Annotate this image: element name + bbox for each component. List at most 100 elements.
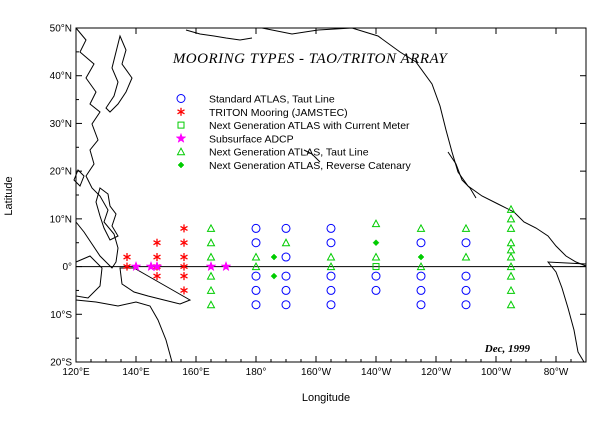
x-axis-title: Longitude [302, 392, 350, 404]
atlas-mooring-marker [416, 271, 426, 281]
legend-label: Standard ATLAS, Taut Line [209, 94, 335, 106]
nx-taut-mooring-marker [506, 285, 516, 294]
x-tick-label: 100°W [481, 367, 512, 378]
new-guinea-coastline [119, 267, 192, 305]
x-tick-label: 180° [246, 367, 267, 378]
y-tick-label: 0° [62, 262, 72, 273]
atlas-mooring-marker [251, 300, 261, 310]
triton-mooring-marker [180, 253, 188, 262]
nx-taut-mooring-marker [251, 252, 261, 261]
mooring-markers [123, 204, 516, 310]
date-stamp: Dec, 1999 [484, 343, 531, 355]
y-tick-label: 20°S [50, 358, 72, 369]
legend-triton-symbol [177, 107, 185, 116]
nx-taut-mooring-marker [206, 300, 216, 309]
nx-taut-mooring-marker [206, 285, 216, 294]
map-border [75, 27, 587, 363]
nx-taut-mooring-marker [506, 252, 516, 261]
australia-coastline [75, 299, 173, 363]
y-tick-label: 40°N [50, 71, 72, 82]
nx-taut-mooring-marker [506, 245, 516, 254]
atlas-mooring-marker [416, 285, 426, 295]
nx-taut-mooring-marker [506, 262, 516, 271]
x-tick-label: 120°W [421, 367, 452, 378]
triton-mooring-marker [180, 224, 188, 233]
triton-mooring-marker [180, 286, 188, 295]
legend-label: Next Generation ATLAS with Current Meter [209, 120, 410, 132]
triton-mooring-marker [153, 238, 161, 247]
plot-frame [75, 27, 587, 363]
x-tick-label: 140°E [122, 367, 150, 378]
triton-mooring-marker [180, 262, 188, 271]
triton-mooring-marker [153, 253, 161, 262]
south-america-coastline [546, 261, 587, 363]
adcp-mooring-marker [205, 260, 217, 272]
nx-reverse-mooring-marker [270, 272, 278, 280]
nx-taut-mooring-marker [461, 252, 471, 261]
atlas-mooring-marker [251, 285, 261, 295]
hawaii-islands [303, 149, 321, 163]
y-axis-title: Latitude [3, 176, 15, 215]
triton-mooring-marker [123, 262, 131, 271]
nx-taut-mooring-marker [461, 223, 471, 232]
atlas-mooring-marker [416, 300, 426, 310]
nx-taut-mooring-marker [206, 223, 216, 232]
atlas-mooring-marker [281, 300, 291, 310]
nx-taut-mooring-marker [326, 252, 336, 261]
axis-ticks: 120°E 140°E 160°E 180° 160°W 140°W 120°W 100°W 8… [50, 24, 587, 378]
nx-taut-mooring-marker [506, 204, 516, 213]
atlas-mooring-marker [416, 238, 426, 248]
triton-mooring-marker [180, 272, 188, 281]
legend-label: Next Generation ATLAS, Reverse Catenary [209, 160, 411, 172]
atlas-mooring-marker [251, 223, 261, 233]
legend-nx-current-symbol [177, 121, 185, 129]
legend-label: Next Generation ATLAS, Taut Line [209, 147, 369, 159]
x-tick-label: 120°E [62, 367, 90, 378]
nx-taut-mooring-marker [416, 262, 426, 271]
legend-label: Subsurface ADCP [209, 133, 294, 145]
nx-taut-mooring-marker [206, 271, 216, 280]
legend-atlas-symbol [176, 94, 186, 103]
atlas-mooring-marker [281, 223, 291, 233]
x-tick-label: 140°W [361, 367, 392, 378]
atlas-mooring-marker [326, 238, 336, 248]
atlas-mooring-marker [461, 238, 471, 248]
nx-taut-mooring-marker [326, 262, 336, 271]
nx-current-mooring-marker [372, 263, 380, 271]
borneo-coastline [75, 255, 103, 299]
atlas-mooring-marker [326, 300, 336, 310]
coastlines [73, 27, 587, 363]
atlas-mooring-marker [371, 271, 381, 281]
legend-adcp-symbol [175, 132, 187, 144]
legend-label: TRITON Mooring (JAMSTEC) [209, 107, 348, 119]
aleutian-islands [185, 29, 253, 41]
nx-reverse-mooring-marker [372, 239, 380, 247]
nx-taut-mooring-marker [371, 219, 381, 228]
x-tick-label: 80°W [544, 367, 569, 378]
philippines-coastline [95, 187, 119, 241]
atlas-mooring-marker [281, 252, 291, 262]
atlas-mooring-marker [326, 223, 336, 233]
atlas-mooring-marker [326, 271, 336, 281]
triton-mooring-marker [123, 253, 131, 262]
atlas-mooring-marker [371, 285, 381, 295]
x-tick-label: 160°W [301, 367, 332, 378]
y-tick-label: 30°N [50, 119, 72, 130]
legend-nx-taut-symbol [176, 147, 186, 156]
asia-coastline [75, 27, 119, 269]
nx-taut-mooring-marker [206, 252, 216, 261]
nx-taut-mooring-marker [506, 238, 516, 247]
atlas-mooring-marker [326, 285, 336, 295]
nx-taut-mooring-marker [251, 262, 261, 271]
nx-taut-mooring-marker [371, 252, 381, 261]
nx-taut-mooring-marker [506, 300, 516, 309]
atlas-mooring-marker [251, 271, 261, 281]
atlas-mooring-marker [461, 285, 471, 295]
japan-coastline [105, 34, 133, 113]
legend-nx-reverse-symbol [177, 161, 185, 169]
y-tick-label: 10°S [50, 310, 72, 321]
y-tick-label: 50°N [50, 24, 72, 35]
y-tick-label: 10°N [50, 214, 72, 225]
